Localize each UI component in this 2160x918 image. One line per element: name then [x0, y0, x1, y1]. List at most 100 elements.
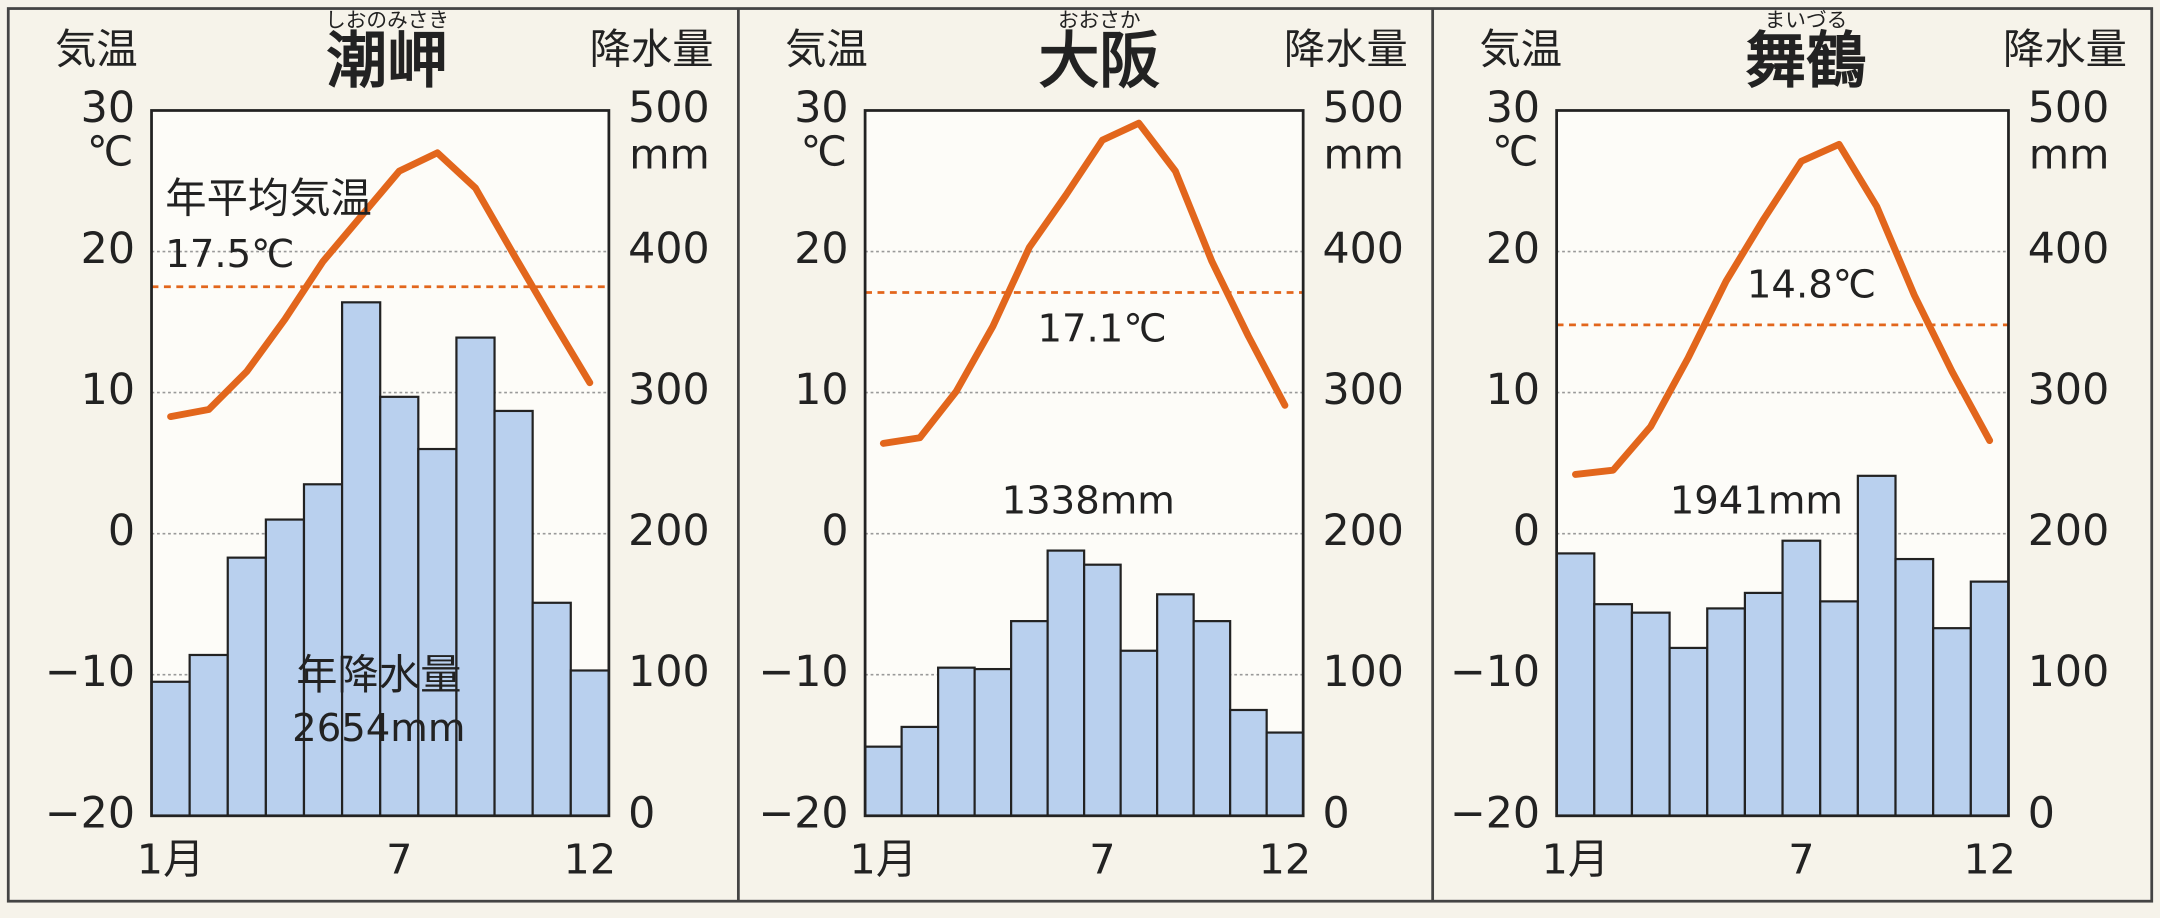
y2-tick-label: 100 — [2028, 647, 2109, 697]
precipitation-bar — [1265, 731, 1305, 817]
chart-title: 大阪 — [1039, 27, 1161, 97]
y-unit: ℃ — [87, 128, 133, 176]
precipitation-bar — [1668, 646, 1709, 817]
y-tick-label: 0 — [108, 506, 135, 556]
precipitation-bar — [1706, 607, 1747, 817]
y-axis-label: 気温 — [785, 26, 868, 74]
precipitation-bar — [1192, 620, 1232, 817]
precipitation-bar — [569, 669, 610, 817]
chart-title: 舞鶴 — [1745, 27, 1866, 97]
annual-precipitation-label: 1941mm — [1670, 479, 1843, 524]
y-tick-label: −20 — [1450, 788, 1540, 838]
y2-tick-label: 200 — [1322, 506, 1403, 556]
precipitation-bar — [493, 409, 534, 817]
y-unit: ℃ — [1492, 128, 1538, 176]
y-tick-label: −10 — [1450, 647, 1540, 697]
plot-frame — [1555, 109, 2010, 818]
y-tick-label: 30 — [1486, 83, 1540, 133]
precipitation-bar — [1010, 620, 1049, 817]
x-tick-label: 12 — [564, 836, 617, 884]
y2-tick-label: 300 — [2028, 365, 2109, 415]
y-tick-label: 0 — [821, 506, 848, 556]
precipitation-bar — [900, 725, 940, 817]
mean-temperature-label: 17.5℃ — [165, 232, 294, 277]
precipitation-bar — [302, 483, 344, 817]
y2-tick-label: 0 — [628, 788, 655, 838]
y2-tick-label: 500 — [628, 83, 709, 133]
y2-tick-label: 400 — [628, 224, 709, 274]
plot-frame — [150, 109, 611, 818]
precipitation-bar — [1156, 593, 1195, 817]
y-tick-label: 0 — [1513, 506, 1540, 556]
precipitation-bar — [1593, 603, 1634, 817]
precipitation-bar — [864, 745, 903, 817]
precipitation-bar — [1819, 600, 1859, 817]
precipitation-bar — [973, 667, 1013, 817]
y2-axis-label: 降水量 — [2003, 26, 2127, 74]
precipitation-bar — [1046, 549, 1086, 817]
precipitation-bar — [1932, 627, 1972, 817]
x-tick-label: 1月 — [1542, 836, 1610, 884]
x-tick-label: 7 — [1788, 836, 1814, 884]
temperature-line — [167, 149, 594, 421]
precipitation-bar — [455, 336, 496, 817]
precipitation-bar — [1229, 708, 1268, 817]
y-tick-label: −20 — [45, 788, 135, 838]
y2-axis-label: 降水量 — [1284, 26, 1408, 74]
x-tick-label: 1月 — [850, 836, 918, 884]
y2-unit: mm — [2029, 130, 2110, 178]
y2-tick-label: 0 — [1322, 788, 1349, 838]
precipitation-bar — [1119, 649, 1159, 817]
precipitation-bar — [1969, 580, 2010, 817]
precipitation-bar — [226, 556, 267, 817]
y-tick-label: −10 — [45, 647, 135, 697]
y2-axis-label: 降水量 — [590, 26, 714, 74]
precipitation-bar — [1781, 539, 1822, 817]
precipitation-bar — [1555, 552, 1596, 817]
mean-temperature-title: 年平均気温 — [165, 174, 372, 222]
y-unit: ℃ — [801, 128, 847, 176]
y2-tick-label: 500 — [2028, 83, 2109, 133]
y2-tick-label: 500 — [1322, 83, 1403, 133]
y-tick-label: 30 — [794, 83, 848, 133]
y-tick-label: 10 — [794, 365, 848, 415]
y-tick-label: 20 — [794, 224, 848, 274]
precipitation-bar — [1630, 611, 1671, 817]
y2-tick-label: 100 — [628, 647, 709, 697]
precipitation-bar — [264, 518, 306, 817]
y-tick-label: 10 — [1486, 365, 1540, 415]
y2-tick-label: 400 — [1322, 224, 1403, 274]
chart-title: 潮岬 — [326, 27, 447, 97]
y-axis-label: 気温 — [55, 26, 138, 74]
y-tick-label: −20 — [758, 788, 848, 838]
precipitation-bar — [937, 666, 976, 817]
annual-precipitation-label: 1338mm — [1002, 479, 1175, 524]
y-tick-label: 20 — [1486, 224, 1540, 274]
chart-subtitle: まいづる — [1765, 8, 1848, 32]
mean-temperature-label: 17.1℃ — [1037, 306, 1166, 351]
y2-unit: mm — [629, 130, 710, 178]
precipitation-bar — [150, 680, 191, 817]
chart-subtitle: しおのみさき — [325, 8, 449, 32]
x-tick-label: 12 — [1259, 836, 1312, 884]
y2-tick-label: 100 — [1322, 647, 1403, 697]
precipitation-bar — [1083, 563, 1122, 817]
mean-temperature-label: 14.8℃ — [1747, 262, 1876, 307]
annual-precipitation-label: 2654mm — [292, 706, 465, 751]
y-axis-label: 気温 — [1479, 26, 1562, 74]
x-tick-label: 7 — [386, 836, 412, 884]
y2-tick-label: 200 — [628, 506, 709, 556]
y-tick-label: 20 — [81, 224, 135, 274]
temperature-line — [879, 119, 1289, 447]
y2-tick-label: 200 — [2028, 506, 2109, 556]
precipitation-bar — [379, 395, 420, 817]
precipitation-bar — [188, 653, 229, 817]
precipitation-bar — [1894, 557, 1935, 817]
y2-tick-label: 300 — [1322, 365, 1403, 415]
precipitation-bar — [531, 601, 572, 817]
y-tick-label: −10 — [758, 647, 848, 697]
x-tick-label: 12 — [1963, 836, 2016, 884]
precipitation-bar — [417, 447, 458, 817]
